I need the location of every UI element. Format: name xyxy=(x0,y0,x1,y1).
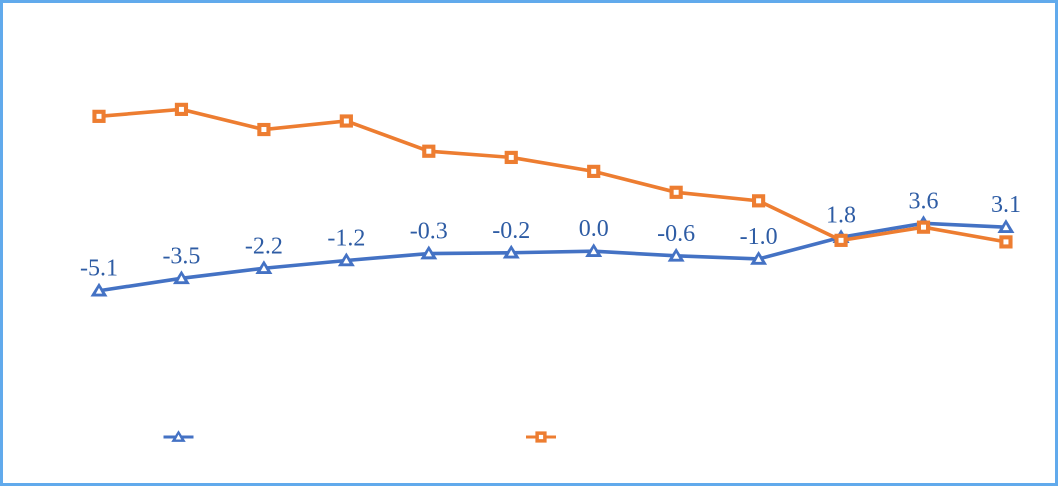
square-marker-center xyxy=(261,127,267,133)
triangle-marker-center xyxy=(175,434,182,440)
data-label: 1.8 xyxy=(826,202,856,228)
series-orange-square-series xyxy=(92,102,1013,249)
triangle-marker-center xyxy=(672,252,680,259)
line-chart: -5.1 -3.5 -2.2 -1.2 -0.3 -0.2 0.0 -0.6 -1.0 1.8 3.… xyxy=(80,102,1021,443)
data-label: -5.1 xyxy=(80,256,118,282)
triangle-marker-center xyxy=(590,248,597,255)
square-marker-center xyxy=(178,106,184,112)
blue-triangle-series-line xyxy=(98,221,1007,293)
square-marker-center xyxy=(426,148,432,154)
square-marker-center xyxy=(838,237,844,243)
series-blue-triangle-series: -5.1 -3.5 -2.2 -1.2 -0.3 -0.2 0.0 -0.6 -1.0 1.8 3.… xyxy=(80,188,1021,297)
triangle-marker-center xyxy=(508,249,515,256)
orange-square-series-line xyxy=(98,107,1007,244)
data-label: 3.1 xyxy=(991,192,1021,218)
triangle-marker-center xyxy=(755,256,762,262)
data-label: 0.0 xyxy=(579,216,609,242)
data-label: -3.5 xyxy=(162,243,200,269)
triangle-marker-center xyxy=(178,275,185,282)
data-label: -0.6 xyxy=(657,221,695,247)
legend xyxy=(163,430,556,443)
data-label: -2.2 xyxy=(245,233,283,259)
square-marker-center xyxy=(673,189,679,195)
legend-item-triangle xyxy=(163,430,194,442)
triangle-marker-center xyxy=(343,257,350,264)
square-marker-center xyxy=(921,224,926,230)
triangle-marker-center xyxy=(425,250,432,257)
square-marker-center xyxy=(1003,239,1009,245)
triangle-marker-center xyxy=(95,287,103,294)
square-marker-center xyxy=(508,154,514,160)
square-marker-center xyxy=(96,113,102,119)
triangle-marker-center xyxy=(260,265,268,272)
data-label: -1.2 xyxy=(327,226,365,252)
data-label: 3.6 xyxy=(909,188,939,214)
square-marker-center xyxy=(591,168,597,174)
data-label: -1.0 xyxy=(740,224,778,250)
square-marker-center xyxy=(538,434,544,440)
data-label: -0.3 xyxy=(410,219,448,245)
square-marker-center xyxy=(343,118,349,124)
square-marker-center xyxy=(756,198,762,204)
data-label: -0.2 xyxy=(492,218,530,244)
legend-item-square xyxy=(526,431,556,443)
triangle-marker-center xyxy=(1002,224,1010,231)
